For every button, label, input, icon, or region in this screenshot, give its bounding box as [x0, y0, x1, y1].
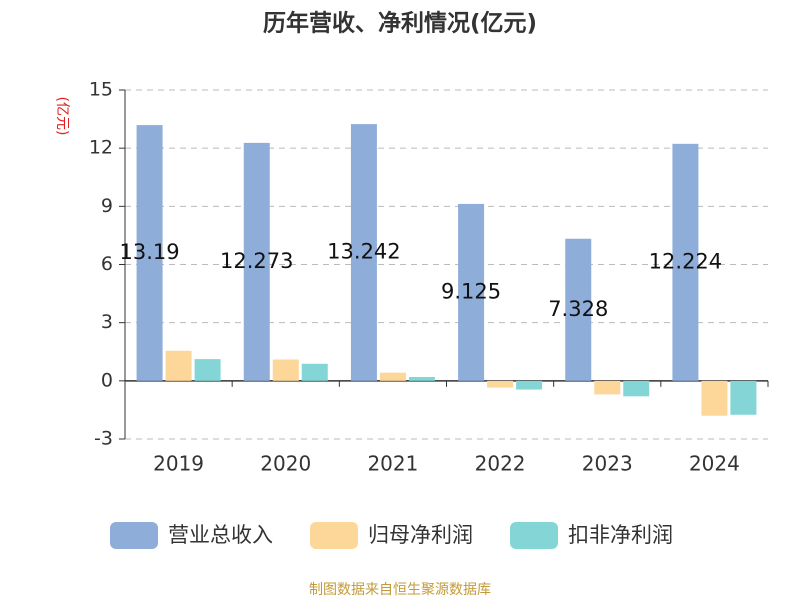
data-label: 12.224 — [649, 249, 722, 273]
legend-label: 扣非净利润 — [568, 523, 673, 547]
y-tick-label: 12 — [89, 137, 113, 159]
bar — [379, 372, 406, 381]
bar — [301, 363, 328, 381]
data-label: 13.242 — [327, 239, 400, 263]
bar — [408, 376, 435, 381]
bar — [623, 380, 650, 397]
legend-swatch — [510, 522, 558, 549]
legend-swatch — [110, 522, 158, 549]
bar — [136, 125, 163, 381]
bar — [272, 359, 299, 381]
data-label: 7.328 — [548, 297, 608, 321]
x-tick-label: 2022 — [475, 452, 526, 476]
bar — [565, 238, 592, 381]
bar — [243, 142, 270, 381]
bar — [350, 124, 377, 381]
y-axis-label: (亿元) — [54, 97, 70, 136]
chart-title: 历年营收、净利情况(亿元) — [263, 10, 537, 37]
y-tick-label: -3 — [94, 428, 113, 450]
data-label: 13.19 — [120, 240, 180, 264]
data-label: 12.273 — [220, 249, 293, 273]
x-tick-label: 2019 — [153, 452, 204, 476]
y-tick-label: 15 — [89, 79, 113, 101]
bar — [487, 380, 514, 388]
bar — [458, 203, 485, 381]
legend-label: 归母净利润 — [368, 523, 473, 547]
bar — [594, 380, 621, 395]
source-note: 制图数据来自恒生聚源数据库 — [309, 582, 491, 598]
x-tick-label: 2021 — [367, 452, 418, 476]
y-tick-label: 9 — [101, 195, 113, 217]
x-tick-label: 2023 — [582, 452, 633, 476]
bar — [730, 380, 757, 415]
bar — [194, 359, 221, 381]
data-label: 9.125 — [441, 279, 501, 303]
bar — [516, 380, 543, 390]
bar — [672, 143, 699, 381]
legend-swatch — [310, 522, 358, 549]
x-tick-label: 2024 — [689, 452, 740, 476]
x-tick-label: 2020 — [260, 452, 311, 476]
legend-label: 营业总收入 — [168, 523, 273, 547]
bar — [165, 350, 192, 381]
bar — [701, 380, 728, 416]
y-tick-label: 0 — [101, 369, 113, 391]
y-tick-label: 6 — [101, 253, 113, 275]
y-tick-label: 3 — [101, 311, 113, 333]
